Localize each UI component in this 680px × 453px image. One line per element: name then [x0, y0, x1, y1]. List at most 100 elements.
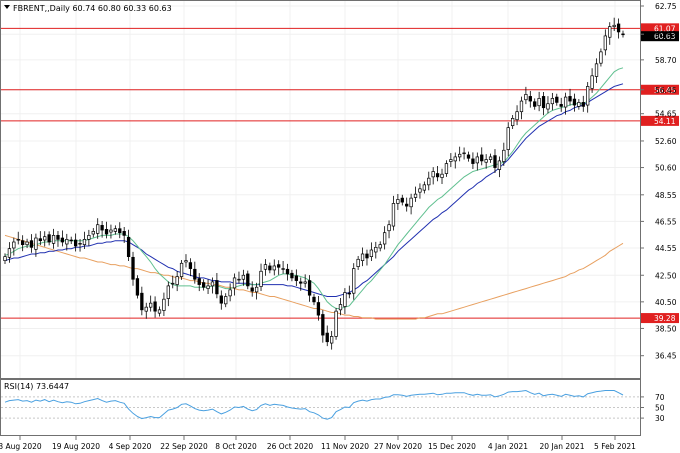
- candles: [3, 17, 625, 350]
- candle-body: [118, 228, 122, 234]
- time-tick-label: 22 Sep 2020: [160, 442, 208, 451]
- candle-body: [440, 173, 444, 178]
- time-tick-label: 19 Aug 2020: [52, 442, 100, 451]
- candle-body: [594, 63, 599, 77]
- candle-body: [528, 96, 532, 102]
- candle-body: [321, 314, 325, 336]
- candle-body: [184, 260, 188, 263]
- price-tick-label: 44.55: [655, 244, 677, 253]
- candle-body: [104, 229, 109, 235]
- candle-body: [555, 96, 559, 103]
- candle-body: [330, 336, 334, 344]
- price-tick-label: 60.63: [655, 30, 677, 39]
- time-tick-label: 8 Oct 2020: [215, 442, 257, 451]
- candle-body: [272, 265, 276, 271]
- candle-body: [431, 171, 435, 178]
- price-tick-label: 62.75: [655, 2, 677, 11]
- dropdown-icon[interactable]: [4, 5, 10, 9]
- candle-body: [228, 289, 232, 297]
- candle-body: [193, 268, 197, 280]
- candle-body: [480, 154, 484, 162]
- candle-body: [299, 281, 303, 284]
- time-tick-label: 5 Feb 2021: [594, 442, 636, 451]
- candle-body: [277, 264, 281, 268]
- candle-body: [488, 156, 493, 160]
- candle-body: [510, 118, 515, 127]
- candle-body: [484, 159, 488, 163]
- candle-body: [100, 225, 104, 231]
- candle-body: [166, 285, 170, 299]
- candle-body: [515, 111, 519, 121]
- rsi-line: [4, 389, 624, 420]
- candle-body: [135, 278, 140, 296]
- candle-body: [109, 229, 113, 233]
- candle-body: [268, 265, 272, 271]
- price-tick-label: 46.55: [655, 217, 677, 226]
- candle-body: [334, 310, 338, 337]
- candle-body: [382, 232, 387, 245]
- last-price-badge: [641, 31, 679, 42]
- price-tick-label: 48.55: [655, 191, 677, 200]
- candle-body: [210, 281, 215, 287]
- candle-body: [374, 246, 378, 253]
- candle-body: [533, 101, 537, 107]
- candle-body: [60, 237, 65, 243]
- level-label: 54.11: [654, 117, 676, 126]
- time-tick-label: 15 Dec 2020: [428, 442, 476, 451]
- candle-body: [577, 102, 581, 107]
- candle-body: [586, 86, 590, 106]
- candle-body: [3, 256, 7, 261]
- candle-body: [21, 240, 25, 246]
- rsi-tick-label: 30: [655, 414, 665, 423]
- price-tick-label: 50.60: [655, 164, 677, 173]
- candle-body: [546, 103, 550, 110]
- candle-body: [201, 282, 206, 288]
- candle-body: [96, 224, 100, 234]
- moving-averages: [4, 67, 624, 320]
- candle-body: [12, 241, 16, 249]
- candle-body: [378, 244, 382, 249]
- candle-body: [250, 287, 254, 292]
- candle-body: [237, 278, 241, 281]
- candle-body: [453, 156, 457, 162]
- candle-body: [449, 159, 453, 162]
- candle-body: [427, 177, 431, 186]
- candle-body: [599, 51, 603, 64]
- candle-body: [356, 258, 360, 267]
- candle-body: [206, 285, 210, 289]
- candle-body: [343, 292, 347, 307]
- price-tick-label: 36.45: [655, 352, 677, 361]
- candle-body: [563, 96, 568, 108]
- candle-body: [471, 158, 475, 164]
- candle-body: [307, 280, 312, 296]
- candle-body: [475, 156, 479, 164]
- candle-body: [215, 280, 219, 295]
- time-axis: 3 Aug 2020 19 Aug 2020 4 Sep 2020 22 Sep 20…: [0, 436, 636, 451]
- time-tick-label: 20 Jan 2021: [540, 442, 585, 451]
- price-tick-label: 56.45: [655, 86, 677, 95]
- ma-slow-line: [4, 234, 624, 320]
- candle-body: [493, 155, 497, 168]
- candle-body: [550, 98, 555, 105]
- candle-body: [29, 240, 34, 248]
- candle-body: [338, 304, 343, 311]
- candle-body: [153, 301, 157, 312]
- candle-body: [87, 235, 91, 240]
- candle-body: [462, 152, 466, 155]
- last-price-label: 60.63: [654, 32, 676, 41]
- candle-body: [290, 272, 294, 279]
- candle-body: [34, 237, 38, 250]
- candle-body: [325, 332, 329, 343]
- candle-body: [352, 268, 356, 294]
- level-label: 61.07: [654, 24, 676, 33]
- candle-body: [413, 193, 418, 198]
- level-label: 56.45: [654, 86, 676, 95]
- candle-body: [25, 241, 29, 246]
- candle-body: [360, 253, 365, 261]
- level-badge: [641, 313, 679, 324]
- candle-body: [82, 239, 87, 246]
- chart-title: FBRENT,,Daily 60.74 60.80 60.33 60.63: [13, 4, 172, 13]
- candle-body: [400, 197, 404, 203]
- time-tick-label: 26 Oct 2020: [267, 442, 314, 451]
- candle-body: [506, 127, 510, 150]
